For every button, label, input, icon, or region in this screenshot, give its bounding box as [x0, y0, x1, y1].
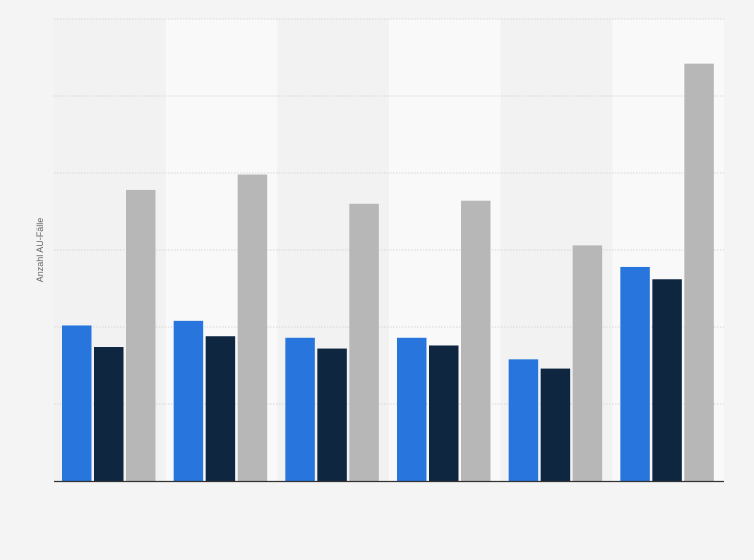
- bar-series2-group2: [205, 336, 236, 481]
- bar-series3-group4: [461, 200, 491, 481]
- bar-series2-group6: [652, 279, 682, 481]
- bar-series1-group1: [62, 325, 92, 481]
- bar-series1-group4: [397, 337, 427, 481]
- bar-series2-group3: [317, 348, 347, 481]
- bar-series1-group5: [508, 359, 539, 481]
- bar-series3-group2: [237, 174, 268, 482]
- bar-series2-group5: [540, 368, 571, 481]
- bar-series2-group4: [429, 345, 459, 481]
- bar-series3-group6: [684, 63, 714, 481]
- bar-series3-group5: [572, 245, 603, 481]
- bar-series3-group1: [126, 189, 156, 481]
- bar-series1-group3: [285, 337, 315, 481]
- bar-series2-group1: [94, 347, 124, 481]
- bar-series1-group6: [620, 266, 650, 481]
- bar-series3-group3: [349, 203, 379, 482]
- gridlines: [54, 18, 724, 405]
- bars: [62, 63, 714, 482]
- y-axis-label: Anzahl AU-Fälle: [35, 218, 45, 283]
- bar-series1-group2: [173, 320, 204, 481]
